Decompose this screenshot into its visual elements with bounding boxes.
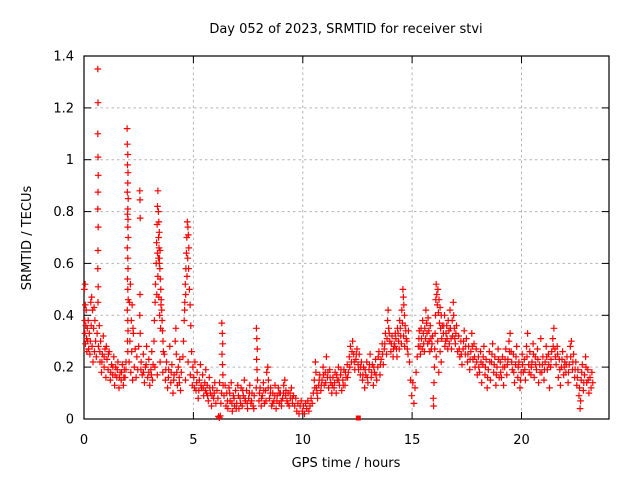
y-tick-label: 1.4: [53, 50, 74, 65]
x-axis-label: GPS time / hours: [292, 456, 401, 471]
plot-border: [83, 55, 610, 420]
flag-square-marker: [355, 415, 361, 421]
x-tick-labels: 0 5 10 15 20: [80, 433, 530, 448]
y-tick-label: 0.6: [53, 257, 74, 272]
scatter-points-srmtid: [81, 65, 597, 421]
y-tick-label: 1.2: [53, 101, 74, 116]
y-tick-label: 0.4: [53, 309, 74, 324]
y-tick-label: 0.2: [53, 361, 74, 376]
axis-tick-marks: [83, 55, 609, 420]
grid-lines: [84, 56, 609, 419]
y-tick-label: 0.8: [53, 205, 74, 220]
y-tick-label: 0: [66, 413, 74, 428]
x-tick-label: 20: [513, 433, 530, 448]
x-tick-label: 10: [295, 433, 312, 448]
y-tick-labels: 0 0.2 0.4 0.6 0.8 1 1.2 1.4: [53, 50, 74, 428]
x-tick-label: 0: [80, 433, 88, 448]
chart-title: Day 052 of 2023, SRMTID for receiver stv…: [209, 22, 482, 37]
scatter-point-flag: [355, 415, 361, 421]
y-tick-label: 1: [66, 153, 74, 168]
x-tick-label: 15: [404, 433, 421, 448]
x-tick-label: 5: [189, 433, 197, 448]
y-axis-label: SRMTID / TECUs: [20, 186, 35, 291]
